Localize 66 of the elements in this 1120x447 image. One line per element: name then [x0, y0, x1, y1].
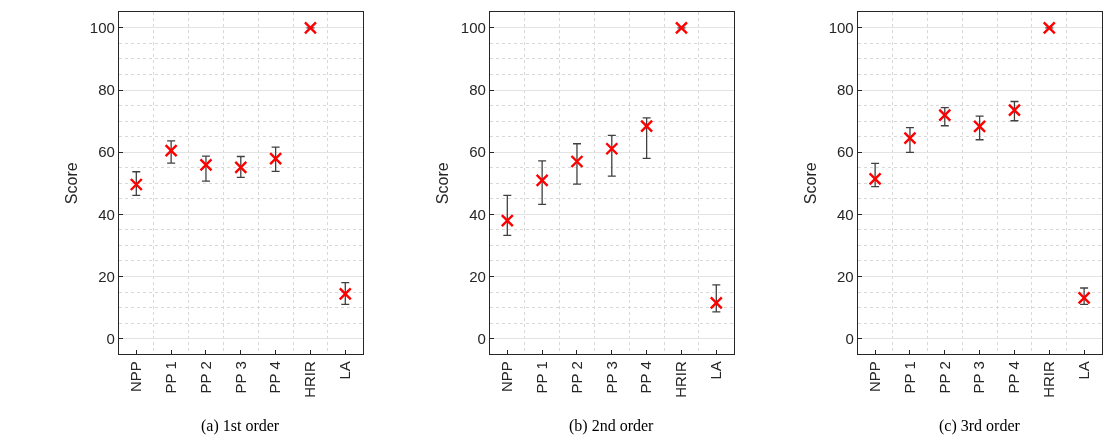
- point: [639, 119, 654, 133]
- y-tick-label: 100: [828, 19, 854, 37]
- y-tick-label: 40: [469, 205, 486, 223]
- x-tick-label: NPP: [498, 361, 516, 393]
- y-tick-label: 60: [98, 143, 115, 161]
- point: [338, 287, 352, 301]
- y-tick-label: 60: [469, 143, 486, 161]
- x-tick-label: PP 3: [602, 361, 620, 394]
- x-tick-label: HRIR: [1040, 361, 1058, 398]
- y-axis-title: Score: [62, 162, 80, 205]
- y-tick-label: 20: [837, 267, 854, 285]
- point: [164, 143, 178, 158]
- y-tick-label: 80: [469, 81, 486, 99]
- y-tick-label: 100: [460, 19, 486, 37]
- x-tick-label: PP 1: [900, 361, 918, 394]
- x-tick-label: PP 2: [935, 361, 953, 394]
- y-tick-label: 40: [837, 205, 854, 223]
- text: (c) 3rd order: [939, 417, 1021, 435]
- point: [868, 172, 882, 186]
- x-tick-label: PP 1: [533, 361, 551, 394]
- point: [709, 296, 723, 310]
- point: [303, 21, 318, 35]
- point: [500, 213, 515, 228]
- x-tick-label: PP 1: [162, 361, 180, 394]
- x-tick-label: HRIR: [301, 361, 319, 398]
- x-tick-label: PP 3: [970, 361, 988, 394]
- point: [972, 119, 987, 134]
- point: [1007, 103, 1022, 117]
- point: [535, 173, 549, 188]
- y-axis-title: Score: [801, 162, 819, 205]
- y-tick-label: 20: [469, 267, 486, 285]
- y-tick-label: 40: [98, 205, 115, 223]
- x-tick-label: HRIR: [672, 361, 690, 398]
- x-tick-label: LA: [707, 361, 725, 380]
- y-tick-label: 0: [477, 329, 486, 347]
- x-tick-label: PP 4: [1005, 361, 1023, 394]
- point: [199, 158, 213, 172]
- x-tick-label: LA: [1074, 361, 1092, 380]
- x-tick-label: PP 2: [196, 361, 214, 394]
- point: [570, 154, 584, 169]
- y-tick-label: 80: [98, 81, 115, 99]
- point: [1077, 291, 1091, 305]
- y-tick-label: 20: [98, 267, 115, 285]
- text: (b) 2nd order: [569, 417, 655, 435]
- point: [268, 151, 283, 166]
- point: [903, 131, 917, 145]
- point: [234, 160, 248, 175]
- x-tick-label: LA: [336, 361, 354, 380]
- point: [938, 108, 952, 122]
- point: [605, 142, 619, 156]
- y-tick-label: 100: [89, 19, 115, 37]
- x-tick-label: PP 3: [231, 361, 249, 394]
- point: [129, 177, 144, 192]
- text: (a) 1st order: [201, 417, 280, 435]
- x-tick-label: NPP: [866, 361, 884, 393]
- point: [674, 21, 689, 35]
- x-tick-label: NPP: [127, 361, 145, 393]
- x-tick-label: PP 4: [266, 361, 284, 394]
- y-tick-label: 0: [106, 329, 115, 347]
- y-tick-label: 60: [837, 143, 854, 161]
- y-tick-label: 0: [845, 329, 854, 347]
- x-tick-label: PP 4: [637, 361, 655, 394]
- x-tick-label: PP 2: [567, 361, 585, 394]
- y-axis-title: Score: [433, 162, 451, 205]
- point: [1042, 21, 1056, 35]
- y-tick-label: 80: [837, 81, 854, 99]
